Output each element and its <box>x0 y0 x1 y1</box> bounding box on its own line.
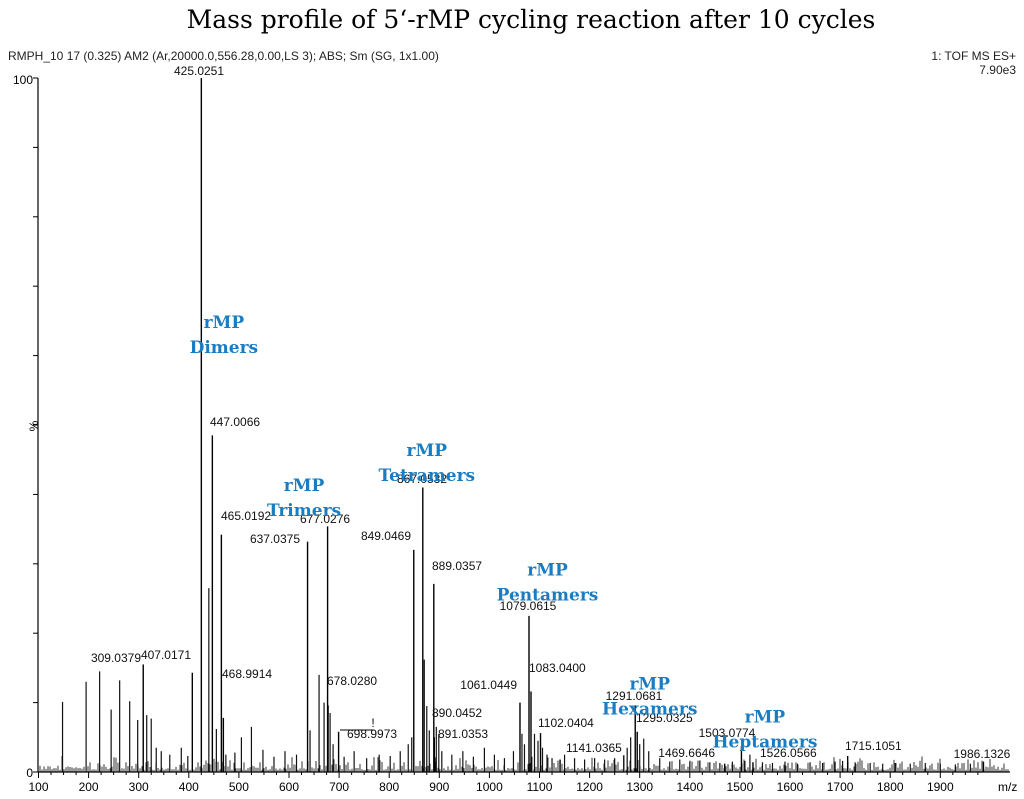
annotation-line: Heptamers <box>712 733 817 753</box>
x-axis-label: m/z <box>998 780 1017 794</box>
x-tick-label: 1500 <box>727 780 754 794</box>
annotation-line: Dimers <box>190 338 259 358</box>
x-ticks: 100 200 300 400 500 600 700 800 900 1000 1100 1200 1… <box>28 772 979 794</box>
annotation-line: rMP <box>527 561 568 581</box>
x-tick-label: 1600 <box>777 780 804 794</box>
x-tick-label: 1900 <box>927 780 954 794</box>
peak-label: 447.0066 <box>210 415 260 429</box>
peak-label: 1526.0566 <box>760 746 817 760</box>
annotation-line: rMP <box>204 313 245 333</box>
annotation-trimers: rMP Trimers <box>267 476 341 521</box>
x-tick-label: 1300 <box>626 780 653 794</box>
x-tick-label: 1200 <box>576 780 603 794</box>
peak-label: 425.0251 <box>174 64 224 78</box>
x-tick-label: 500 <box>229 780 249 794</box>
peak-label: 890.0452 <box>432 706 482 720</box>
annotation-line: rMP <box>745 708 786 728</box>
peak-label: 889.0357 <box>432 559 482 573</box>
peak-label: 309.0379 <box>91 651 141 665</box>
peak-label: 1083.0400 <box>529 661 586 675</box>
x-tick-label: 100 <box>28 780 48 794</box>
extra-marks: ! <box>340 716 375 731</box>
peak-label: 407.0171 <box>141 648 191 662</box>
peak-label: 678.0280 <box>327 674 377 688</box>
annotation-line: rMP <box>629 674 670 694</box>
annotation-line: Pentamers <box>497 586 599 606</box>
peak-label: 1141.0365 <box>566 741 622 755</box>
peak-label: 1715.1051 <box>845 739 902 753</box>
peak-label: 1061.0449 <box>460 678 517 692</box>
peak-label: 637.0375 <box>250 532 300 546</box>
minor-peaks <box>61 588 971 772</box>
peak-label: 1295.0325 <box>636 711 693 725</box>
x-tick-label: 1700 <box>827 780 854 794</box>
noise-trace <box>39 755 1009 772</box>
peak-label: 465.0192 <box>221 509 271 523</box>
y-tick-label-max: 100 <box>13 73 33 87</box>
peak-label: 677.0276 <box>300 512 350 526</box>
scan-info: RMPH_10 17 (0.325) AM2 (Ar,20000.0,556.2… <box>8 49 439 63</box>
peak-label: 891.0353 <box>438 727 488 741</box>
peak-label: 849.0469 <box>361 529 411 543</box>
annotation-tetramers: rMP Tetramers <box>378 441 475 486</box>
annotation-line: Trimers <box>267 501 341 521</box>
y-axis-label: % <box>27 420 41 431</box>
peak-label: 1469.6646 <box>658 746 715 760</box>
x-tick-label: 300 <box>129 780 149 794</box>
max-intensity-label: 7.90e3 <box>979 63 1016 77</box>
annotation-dimers: rMP Dimers <box>190 313 259 358</box>
x-tick-label: 400 <box>179 780 199 794</box>
annotation-pentamers: rMP Pentamers <box>497 561 599 606</box>
annotation-line: Hexamers <box>602 699 697 719</box>
peak-label: 468.9914 <box>222 667 272 681</box>
x-tick-label: 700 <box>329 780 349 794</box>
chart-title: Mass profile of 5‘-rMP cycling reaction … <box>187 5 876 34</box>
peak-label: 1102.0404 <box>538 716 594 730</box>
x-tick-label: 1100 <box>527 780 553 794</box>
peak-label: 1503.0774 <box>699 726 756 740</box>
annotation-line: rMP <box>406 441 447 461</box>
annotation-line: Tetramers <box>378 466 475 486</box>
peak-label: 867.0532 <box>397 472 447 486</box>
instrument-label: 1: TOF MS ES+ <box>931 49 1016 63</box>
peak-label: 1291.0681 <box>606 689 663 703</box>
annotation-line: rMP <box>284 476 325 496</box>
x-tick-label: 1400 <box>676 780 703 794</box>
oligomer-annotations: rMP Dimers rMP Trimers rMP Tetramers rMP Pentam… <box>190 313 818 753</box>
x-tick-label: 1800 <box>877 780 904 794</box>
exclamation-marker: ! <box>371 716 374 730</box>
annotation-hexamers: rMP Hexamers <box>602 674 697 719</box>
y-tick-label-min: 0 <box>26 766 33 780</box>
x-tick-label: 1000 <box>476 780 503 794</box>
x-tick-label: 800 <box>379 780 399 794</box>
labeled-peaks: 425.0251 447.0066 465.0192 468.9914 407.0171… <box>91 64 1011 772</box>
x-tick-label: 900 <box>429 780 449 794</box>
x-tick-label: 200 <box>79 780 99 794</box>
peak-label: 1986.1326 <box>954 747 1011 761</box>
axes <box>33 77 1010 773</box>
baseline-noise <box>39 755 1009 772</box>
peak-label: 1079.0615 <box>500 599 557 613</box>
x-tick-label: 600 <box>279 780 299 794</box>
annotation-heptamers: rMP Heptamers <box>712 708 817 753</box>
